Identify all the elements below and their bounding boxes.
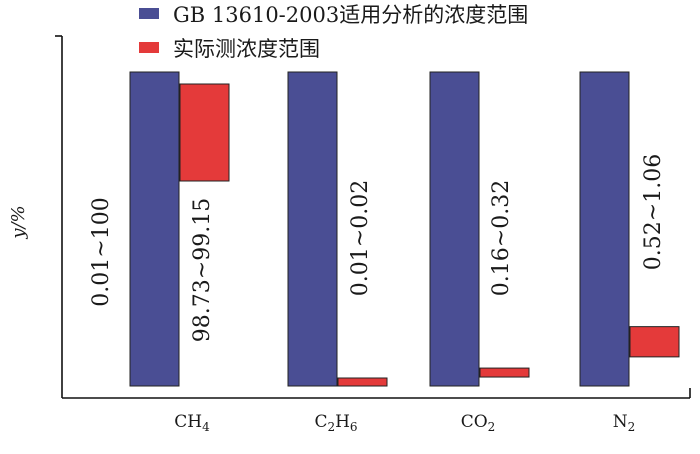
y-axis-label: y/%: [8, 205, 29, 239]
x-tick-CO2: CO2: [461, 412, 496, 434]
bar-measured-CO2: [479, 367, 530, 378]
legend-swatch-series-2: [139, 42, 159, 53]
bar-measured-CH4: [179, 83, 230, 182]
bar-standard-CO2: [429, 71, 480, 387]
data-label-0: 0.01~100: [89, 197, 114, 306]
data-label-2: 0.01~0.02: [348, 180, 373, 296]
x-tick-C2H6: C2H6: [314, 412, 357, 434]
data-label-3: 0.16~0.32: [489, 180, 514, 296]
x-tick-CH4: CH4: [174, 412, 210, 434]
bar-standard-C2H6: [287, 71, 338, 387]
x-tick-N2: N2: [613, 412, 636, 434]
bar-standard-CH4: [129, 71, 180, 387]
legend: GB 13610-2003适用分析的浓度范围 实际测浓度范围: [139, 3, 528, 61]
y-axis-title: y/%: [8, 205, 29, 239]
data-label-4: 0.52~1.06: [641, 154, 666, 270]
bar-standard-N2: [579, 71, 630, 387]
legend-swatch-series-1: [139, 8, 159, 19]
data-label-1: 98.73~99.15: [190, 198, 215, 342]
legend-label-series-2: 实际测浓度范围: [173, 37, 320, 61]
plot-area: 0.01~100 98.73~99.15 0.01~0.02 0.16~0.32 0.5…: [89, 71, 680, 387]
x-tick-labels: CH4 C2H6 CO2 N2: [174, 412, 635, 434]
legend-label-series-1: GB 13610-2003适用分析的浓度范围: [173, 3, 528, 27]
axes: [55, 35, 691, 399]
bar-measured-N2: [629, 326, 680, 358]
bar-measured-C2H6: [337, 377, 388, 387]
